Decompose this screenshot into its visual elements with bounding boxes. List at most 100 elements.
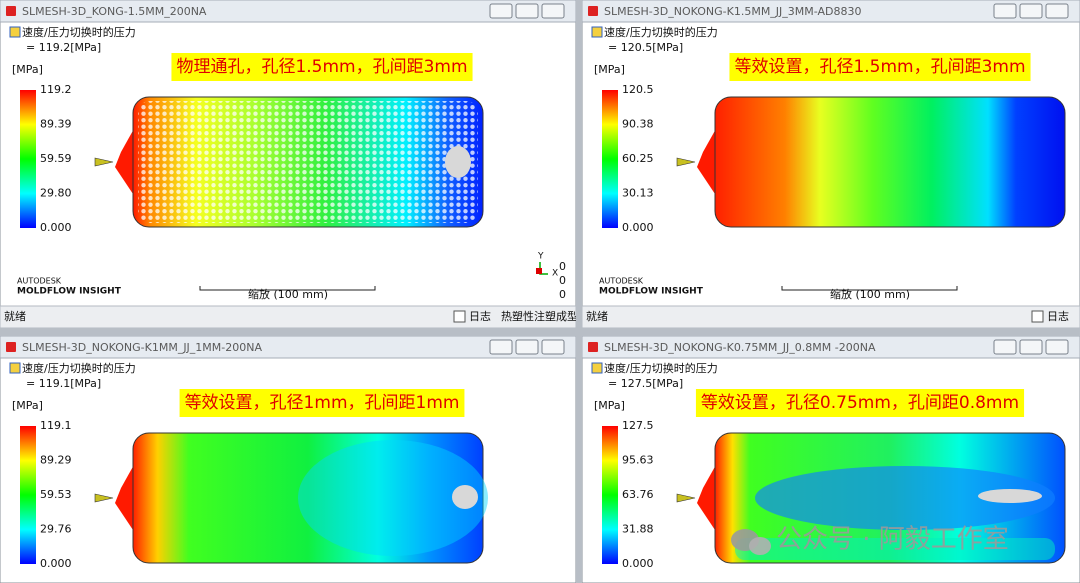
result-icon [9,26,21,38]
status-mode: 热塑性注塑成型 [501,309,578,323]
legend-bar [602,90,618,228]
scale-bar [781,286,958,291]
result-value: = 119.1[MPa] [26,377,101,390]
legend-label: 30.13 [622,187,654,200]
legend-label: 0.000 [40,221,72,234]
banner-text: 物理通孔，孔径1.5mm，孔间距3mm [176,57,467,77]
watermark: 公众号 · 阿毅工作室 [776,525,1009,555]
window-title: SLMESH-3D_NOKONG-K1.5MM_JJ_3MM-AD8830 [604,5,862,18]
gate [115,127,135,197]
legend-bar [20,426,36,564]
legend-label: 0.000 [622,221,654,234]
result-name: 速度/压力切换时的压力 [604,361,718,375]
result-icon [9,362,21,374]
status-ready: 就绪 [586,309,608,323]
close-button[interactable] [1045,3,1069,19]
unit-label: [MPa] [594,399,625,412]
logo-autodesk: AUTODESK [599,277,644,286]
window-title: SLMESH-3D_NOKONG-K0.75MM_JJ_0.8MM -200NA [604,341,876,354]
status-ready: 就绪 [4,309,26,323]
hole-pattern [138,101,478,223]
legend-label: 0.000 [622,557,654,570]
legend-label: 90.38 [622,118,654,131]
axis-origin [536,268,542,274]
minimize-button[interactable] [489,339,513,355]
window: SLMESH-3D_NOKONG-K1.5MM_JJ_3MM-AD8830 速度/… [582,0,1080,328]
restore-button[interactable] [515,3,539,19]
status-bar [0,305,576,328]
legend-label: 120.5 [622,83,654,96]
log-button[interactable]: 日志 [1047,310,1069,323]
injection-arrow [94,157,114,167]
legend-label: 59.53 [40,488,72,501]
minimize-button[interactable] [993,3,1017,19]
injection-arrow [94,493,114,503]
banner-text: 等效设置，孔径0.75mm，孔间距0.8mm [701,393,1019,413]
axis-y: Y [537,252,544,262]
result-name: 速度/压力切换时的压力 [604,25,718,39]
result-icon [591,362,603,374]
close-button[interactable] [541,3,565,19]
legend-label: 95.63 [622,454,654,467]
legend-label: 119.2 [40,83,72,96]
unit-label: [MPa] [12,399,43,412]
minimize-button[interactable] [993,339,1017,355]
title-bar [0,0,576,23]
close-button[interactable] [1045,339,1069,355]
pressure-region [298,440,488,556]
result-value: = 119.2[MPa] [26,41,101,54]
injection-arrow [676,493,696,503]
close-button[interactable] [541,339,565,355]
unit-label: [MPa] [12,63,43,76]
log-button[interactable]: 日志 [469,310,491,323]
log-icon[interactable] [453,310,466,323]
minimize-button[interactable] [489,3,513,19]
axis-value: 0 [559,288,566,301]
pressure-region [755,466,1055,530]
result-icon [591,26,603,38]
window-icon [588,342,598,352]
window: SLMESH-3D_NOKONG-K0.75MM_JJ_0.8MM -200NA… [582,336,1080,583]
unfilled-region [452,485,478,509]
window: SLMESH-3D_NOKONG-K1MM_JJ_1MM-200NA 速度/压力切… [0,336,576,583]
banner-text: 等效设置，孔径1.5mm，孔间距3mm [734,57,1025,77]
banner [729,53,1031,81]
result-value: = 120.5[MPa] [608,41,683,54]
legend-label: 29.76 [40,523,72,536]
axis-value: 0 [559,274,566,287]
window-icon [6,342,16,352]
logo-autodesk: AUTODESK [17,277,62,286]
part-plot [132,432,484,564]
legend-label: 59.59 [40,152,72,165]
legend-label: 63.76 [622,488,654,501]
status-bar [582,305,1080,328]
legend-label: 31.88 [622,523,654,536]
unfilled-region [445,146,471,178]
logo-moldflow: MOLDFLOW INSIGHT [17,287,122,297]
log-icon[interactable] [1031,310,1044,323]
banner [695,389,1025,417]
pressure-region [735,538,1055,560]
title-bar [582,0,1080,23]
legend-bar [20,90,36,228]
legend-label: 127.5 [622,419,654,432]
legend-bar [602,426,618,564]
window-title: SLMESH-3D_NOKONG-K1MM_JJ_1MM-200NA [22,341,262,354]
result-name: 速度/压力切换时的压力 [22,361,136,375]
axis-x: X [552,269,558,279]
legend-label: 89.29 [40,454,72,467]
gate [697,127,717,197]
scale-label: 缩放 (100 mm) [248,287,328,301]
restore-button[interactable] [1019,339,1043,355]
banner [179,389,465,417]
watermark-icon [749,537,771,555]
window: SLMESH-3D_KONG-1.5MM_200NA 速度/压力切换时的压力 = 1… [0,0,578,328]
banner-text: 等效设置，孔径1mm，孔间距1mm [185,393,460,413]
unit-label: [MPa] [594,63,625,76]
restore-button[interactable] [1019,3,1043,19]
legend-label: 29.80 [40,187,72,200]
result-value: = 127.5[MPa] [608,377,683,390]
scale-bar [199,286,376,291]
restore-button[interactable] [515,339,539,355]
